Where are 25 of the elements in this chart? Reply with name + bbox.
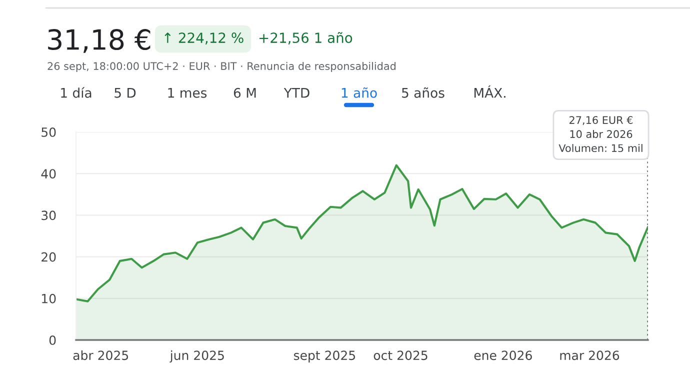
y-tick-label: 50 [42, 127, 56, 137]
x-tick-label: jun 2025 [170, 350, 224, 363]
chart-subtitle: 26 sept, 18:00:00 UTC+2 · EUR · BIT · Renuncia de responsabilidad [48, 62, 396, 72]
chart-title: 31,18 € [48, 29, 150, 53]
text: 5 años [402, 87, 444, 98]
text: 1 año [342, 87, 377, 98]
y-tick-label: 0 [49, 335, 56, 345]
annotation: 27,16 EUR € 10 abr 2026 Volumen: 15 mil [558, 116, 642, 152]
x-tick-label: ene 2026 [474, 350, 532, 360]
x-tick-label: mar 2026 [560, 350, 620, 360]
text: 6 M [234, 88, 256, 98]
text: MÁX. [474, 85, 506, 98]
y-tick-label: 10 [42, 294, 56, 304]
y-tick-label: 40 [41, 169, 56, 179]
text: 1 mes [168, 88, 207, 98]
x-tick-label: oct 2025 [374, 350, 428, 360]
text: ↑ 224,12 % [164, 32, 244, 44]
y-tick-label: 20 [42, 252, 56, 262]
text: 5 D [114, 88, 136, 98]
y-tick-label: 30 [42, 210, 56, 220]
x-tick-label: sept 2025 [294, 350, 356, 363]
text: YTD [284, 88, 310, 98]
text: 1 día [61, 87, 92, 98]
x-tick-label: abr 2025 [73, 350, 128, 360]
text: +21,56 1 año [259, 32, 352, 44]
